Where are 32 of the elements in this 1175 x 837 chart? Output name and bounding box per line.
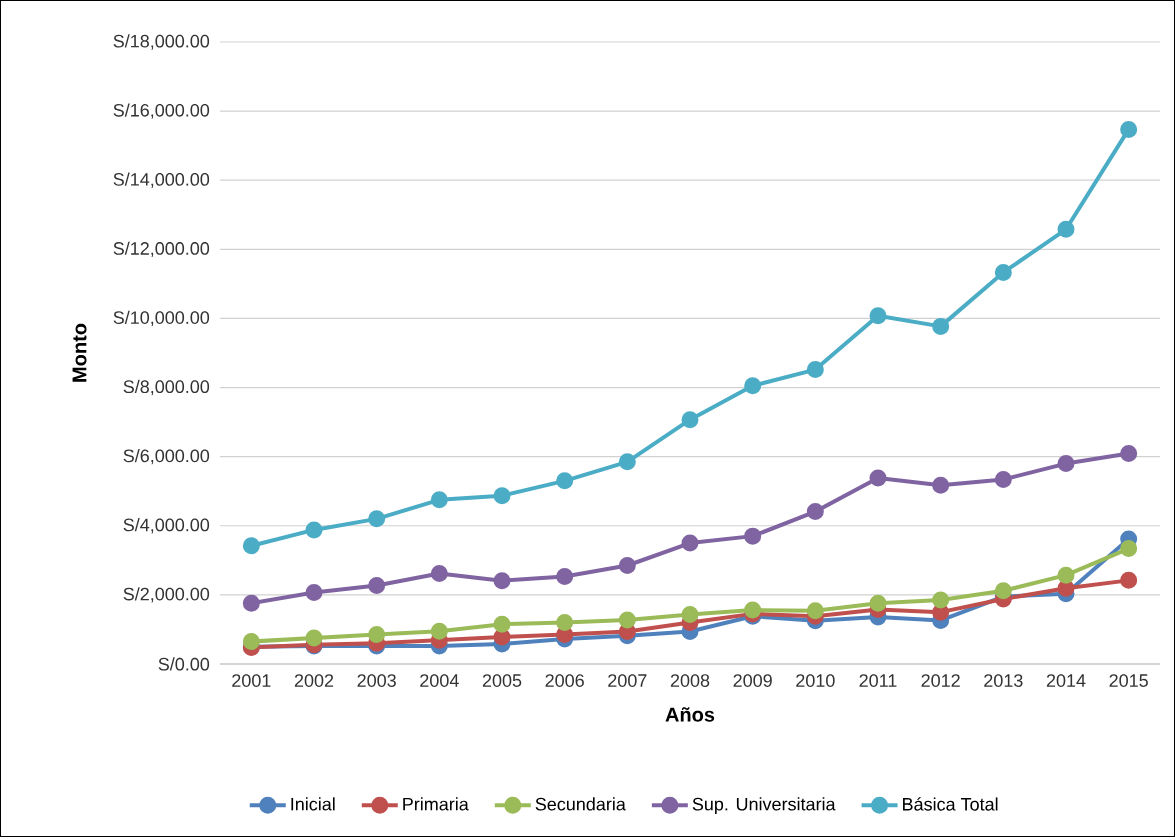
x-tick-label: 2013 — [984, 674, 1023, 687]
x-tick-label: 2005 — [482, 674, 522, 687]
y-tick-label: S/12,000.00 — [113, 241, 210, 257]
y-tick-label: S/8,000.00 — [123, 379, 210, 396]
x-tick-label: 2010 — [796, 674, 835, 687]
x-tick-label: 2009 — [733, 674, 772, 687]
x-tick-label: 2003 — [357, 674, 396, 687]
y-tick-label: S/18,000.00 — [113, 34, 210, 50]
x-tick-label: 2008 — [670, 674, 710, 687]
legend-label: Sup. Universitaria — [692, 797, 836, 815]
legend-label: Inicial — [291, 797, 335, 811]
x-tick-label: 2001 — [232, 674, 271, 687]
x-tick-label: 2014 — [1046, 674, 1086, 687]
x-tick-label: 2012 — [921, 674, 960, 687]
legend-label: Básica Total — [903, 797, 998, 811]
x-tick-label: 2015 — [1109, 674, 1148, 687]
legend-label: Primaria — [403, 797, 469, 811]
x-tick-label: 2002 — [294, 674, 334, 687]
x-tick-label: 2007 — [608, 674, 647, 687]
x-tick-label: 2011 — [859, 674, 897, 687]
y-axis-title: Monto — [72, 323, 87, 382]
y-tick-label: S/2,000.00 — [123, 587, 210, 603]
x-tick-label: 2004 — [420, 674, 459, 687]
y-tick-label: S/6,000.00 — [123, 448, 210, 465]
x-axis-title: Años — [665, 707, 715, 722]
y-tick-label: S/4,000.00 — [123, 518, 210, 534]
y-tick-label: S/0.00 — [158, 657, 210, 671]
y-tick-label: S/14,000.00 — [113, 172, 210, 188]
x-tick-label: 2006 — [545, 674, 584, 687]
y-tick-label: S/16,000.00 — [113, 103, 210, 119]
legend-label: Secundaria — [535, 797, 626, 811]
y-tick-label: S/10,000.00 — [113, 310, 210, 327]
